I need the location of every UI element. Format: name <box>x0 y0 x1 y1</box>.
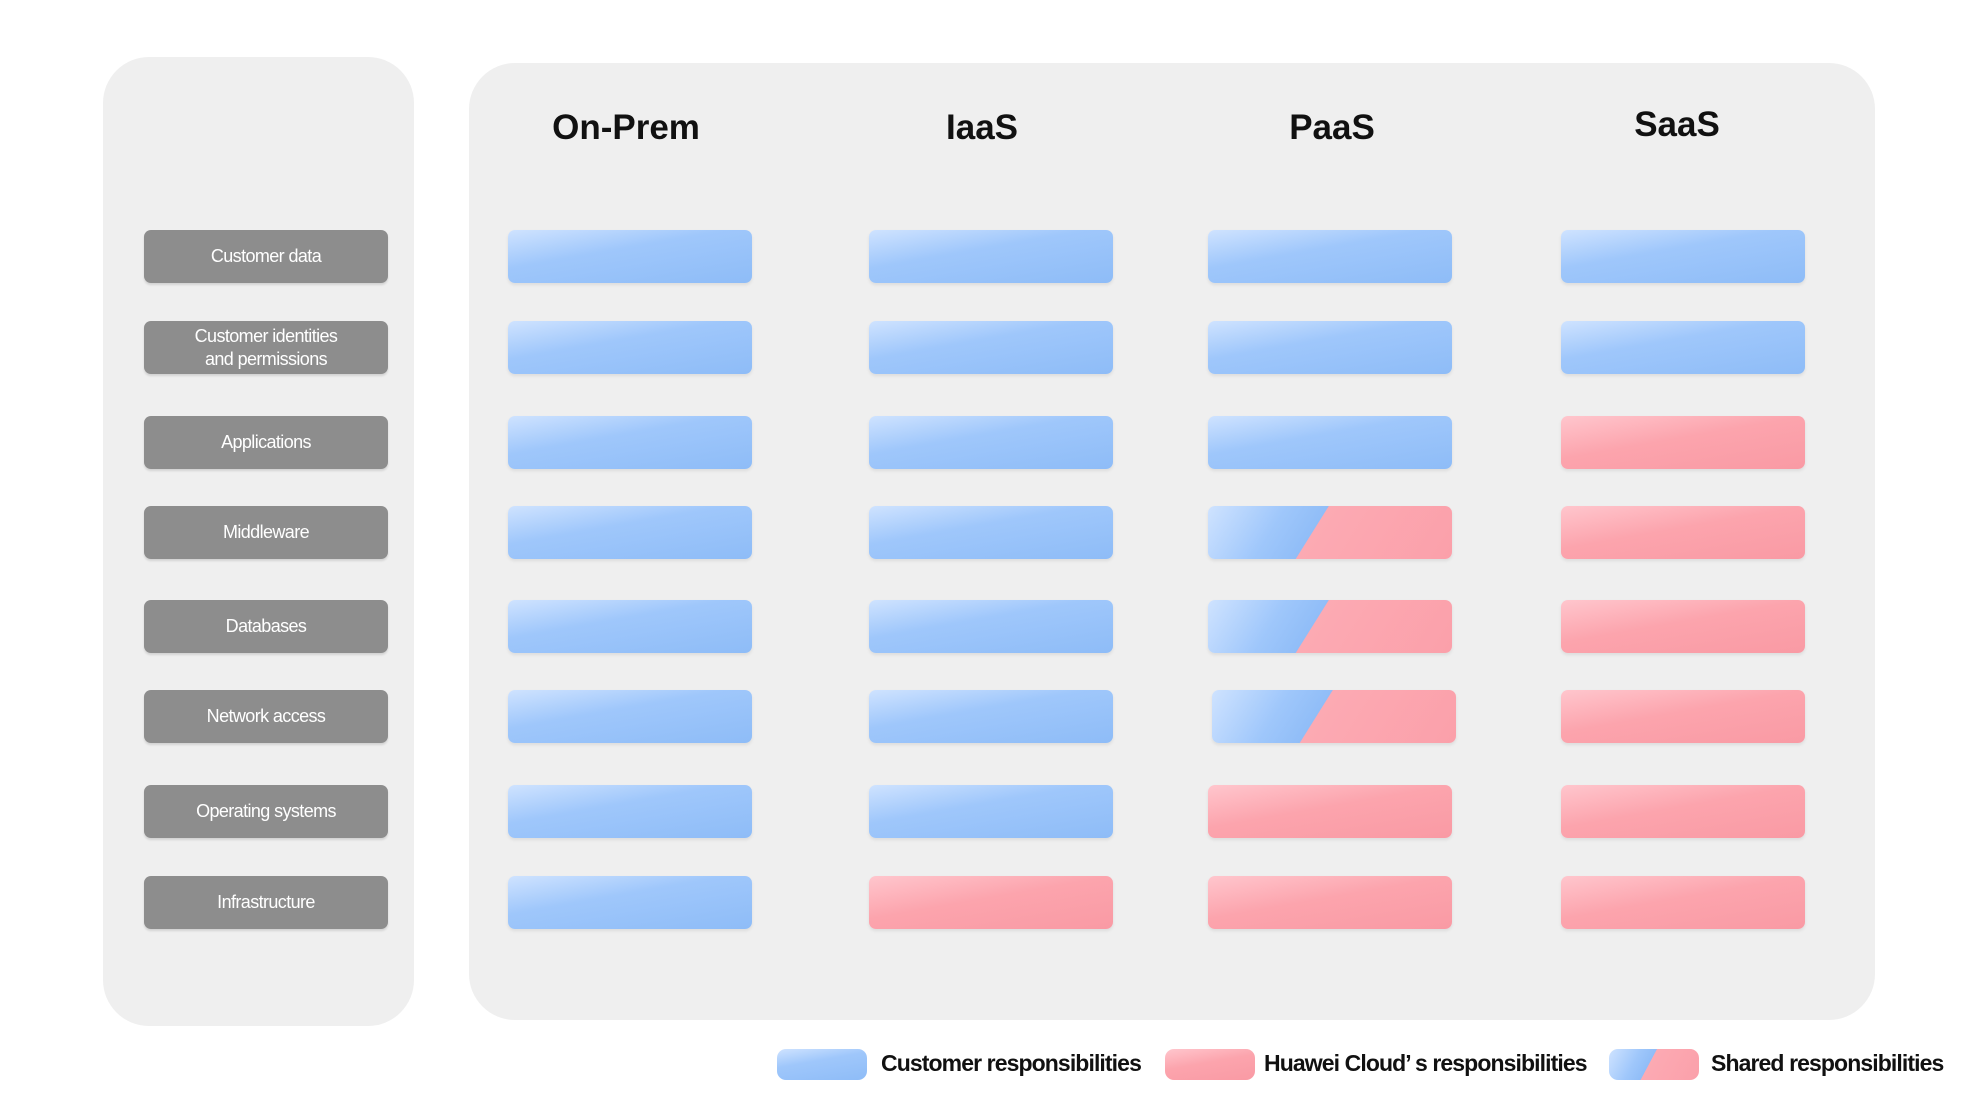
row-label-customer-data: Customer data <box>144 230 388 283</box>
legend-swatch-shared <box>1609 1049 1699 1080</box>
cell-saas-infrastructure-huawei <box>1561 876 1805 929</box>
cell-on-prem-applications-customer <box>508 416 752 469</box>
cell-paas-middleware-shared <box>1208 506 1452 559</box>
column-header-saas: SaaS <box>1634 105 1720 144</box>
cell-on-prem-customer-identities-and-permissions-customer <box>508 321 752 374</box>
row-label-network-access: Network access <box>144 690 388 743</box>
column-header-iaas: IaaS <box>946 108 1018 147</box>
cell-iaas-middleware-customer <box>869 506 1113 559</box>
cell-saas-databases-huawei <box>1561 600 1805 653</box>
cell-iaas-operating-systems-customer <box>869 785 1113 838</box>
row-label-infrastructure: Infrastructure <box>144 876 388 929</box>
row-label-customer-identities-and-permissions: Customer identities and permissions <box>144 321 388 374</box>
legend-swatch-huawei <box>1165 1049 1255 1080</box>
cell-paas-customer-data-customer <box>1208 230 1452 283</box>
column-header-on-prem: On-Prem <box>552 108 700 147</box>
cell-on-prem-databases-customer <box>508 600 752 653</box>
row-label-applications: Applications <box>144 416 388 469</box>
cell-iaas-applications-customer <box>869 416 1113 469</box>
row-label-databases: Databases <box>144 600 388 653</box>
cell-saas-network-access-huawei <box>1561 690 1805 743</box>
legend-swatch-customer <box>777 1049 867 1080</box>
cell-paas-infrastructure-huawei <box>1208 876 1452 929</box>
cell-saas-applications-huawei <box>1561 416 1805 469</box>
cell-paas-customer-identities-and-permissions-customer <box>1208 321 1452 374</box>
cell-iaas-customer-data-customer <box>869 230 1113 283</box>
legend-label-customer: Customer responsibilities <box>881 1050 1142 1076</box>
cell-saas-middleware-huawei <box>1561 506 1805 559</box>
cell-on-prem-customer-data-customer <box>508 230 752 283</box>
cell-iaas-databases-customer <box>869 600 1113 653</box>
row-label-operating-systems: Operating systems <box>144 785 388 838</box>
legend-label-shared: Shared responsibilities <box>1711 1050 1944 1076</box>
cell-saas-customer-identities-and-permissions-customer <box>1561 321 1805 374</box>
cell-on-prem-operating-systems-customer <box>508 785 752 838</box>
cell-saas-customer-data-customer <box>1561 230 1805 283</box>
cell-on-prem-network-access-customer <box>508 690 752 743</box>
cell-paas-network-access-shared <box>1212 690 1456 743</box>
row-label-middleware: Middleware <box>144 506 388 559</box>
cell-on-prem-infrastructure-customer <box>508 876 752 929</box>
cell-on-prem-middleware-customer <box>508 506 752 559</box>
cell-iaas-customer-identities-and-permissions-customer <box>869 321 1113 374</box>
cell-paas-applications-customer <box>1208 416 1452 469</box>
cell-paas-databases-shared <box>1208 600 1452 653</box>
legend-label-huawei: Huawei Cloud’ s responsibilities <box>1264 1050 1588 1076</box>
column-header-paas: PaaS <box>1289 108 1375 147</box>
cell-iaas-infrastructure-huawei <box>869 876 1113 929</box>
cell-saas-operating-systems-huawei <box>1561 785 1805 838</box>
cell-paas-operating-systems-huawei <box>1208 785 1452 838</box>
cell-iaas-network-access-customer <box>869 690 1113 743</box>
